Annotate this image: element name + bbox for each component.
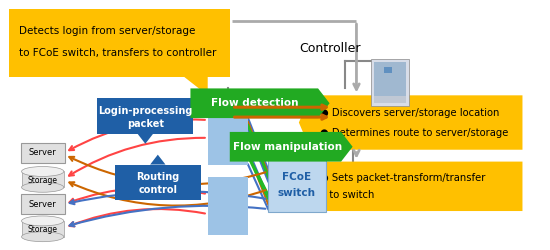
- Polygon shape: [184, 76, 208, 95]
- Bar: [371, 59, 409, 106]
- Text: Routing: Routing: [136, 172, 179, 182]
- Ellipse shape: [21, 166, 64, 176]
- Bar: [20, 143, 65, 163]
- Text: control: control: [138, 185, 177, 195]
- Ellipse shape: [21, 182, 64, 192]
- Polygon shape: [190, 88, 329, 118]
- Bar: [9, 9, 230, 76]
- Bar: [208, 100, 248, 164]
- Text: to FCoE switch, transfers to controller: to FCoE switch, transfers to controller: [19, 48, 216, 58]
- Polygon shape: [230, 132, 353, 162]
- Text: Server: Server: [29, 148, 57, 157]
- Text: to switch: to switch: [320, 190, 375, 200]
- Text: Flow manipulation: Flow manipulation: [233, 142, 342, 152]
- Bar: [20, 194, 65, 214]
- Text: Flow detection: Flow detection: [211, 98, 299, 108]
- Text: packet: packet: [127, 119, 164, 129]
- Bar: [21, 172, 64, 187]
- Text: Detects login from server/storage: Detects login from server/storage: [19, 26, 195, 36]
- Bar: [208, 178, 248, 235]
- Text: ● Sets packet-transform/transfer: ● Sets packet-transform/transfer: [320, 174, 485, 184]
- Polygon shape: [150, 155, 166, 164]
- Bar: [268, 158, 326, 212]
- Ellipse shape: [21, 216, 64, 226]
- Text: FCoE: FCoE: [282, 172, 311, 182]
- Ellipse shape: [21, 232, 64, 242]
- Bar: [374, 62, 406, 97]
- Text: ● Discovers server/storage location: ● Discovers server/storage location: [320, 108, 499, 118]
- Text: Server: Server: [29, 200, 57, 208]
- Text: Login-processing: Login-processing: [98, 106, 192, 116]
- Bar: [384, 67, 392, 72]
- Text: Controller: Controller: [299, 42, 360, 55]
- Text: Storage: Storage: [28, 225, 58, 234]
- Bar: [97, 98, 193, 134]
- Polygon shape: [299, 95, 522, 150]
- Bar: [114, 164, 201, 200]
- Polygon shape: [138, 134, 153, 144]
- Bar: [21, 221, 64, 237]
- Polygon shape: [299, 162, 522, 211]
- Text: Storage: Storage: [28, 176, 58, 185]
- Bar: [374, 96, 406, 103]
- Text: switch: switch: [278, 188, 316, 198]
- Text: ● Determines route to server/storage: ● Determines route to server/storage: [320, 128, 508, 138]
